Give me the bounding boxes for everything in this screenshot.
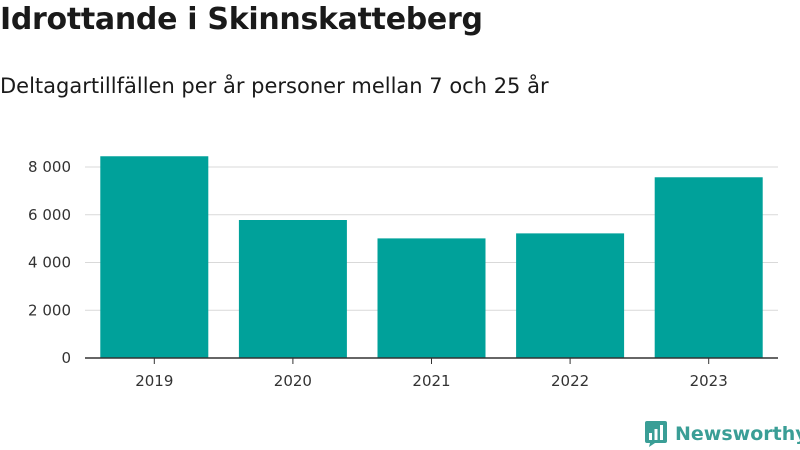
x-tick-label: 2019 xyxy=(135,372,173,390)
x-tick-label: 2022 xyxy=(551,372,589,390)
y-tick-label: 6 000 xyxy=(28,206,71,224)
chart-subtitle: Deltagartillfällen per år personer mella… xyxy=(0,74,549,98)
bar xyxy=(100,156,209,358)
y-tick-label: 2 000 xyxy=(28,301,71,319)
bar xyxy=(516,233,625,358)
y-tick-label: 0 xyxy=(61,349,71,367)
x-tick-label: 2020 xyxy=(274,372,312,390)
chart-title: Idrottande i Skinnskatteberg xyxy=(0,2,483,37)
newsworthy-logo-icon xyxy=(645,421,667,447)
brand-name: Newsworthy xyxy=(675,423,800,445)
bar xyxy=(654,177,763,358)
y-tick-label: 8 000 xyxy=(28,158,71,176)
bar xyxy=(238,220,347,358)
x-tick-label: 2021 xyxy=(412,372,450,390)
bar xyxy=(377,238,486,358)
brand-logo: Newsworthy xyxy=(644,420,800,448)
x-tick-label: 2023 xyxy=(690,372,728,390)
y-tick-label: 4 000 xyxy=(28,254,71,272)
